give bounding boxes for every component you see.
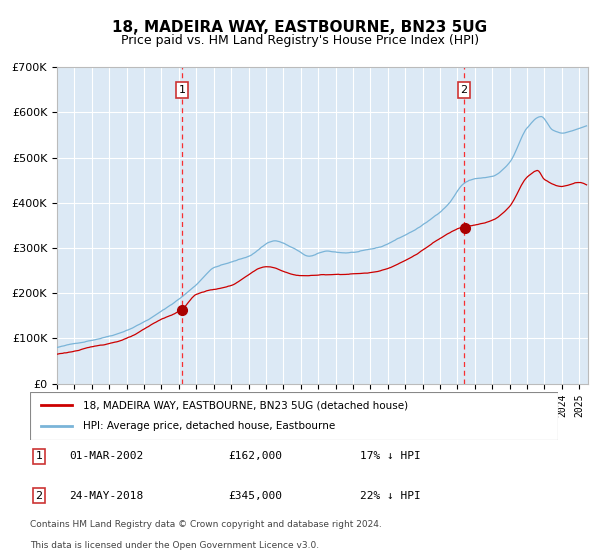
Text: 18, MADEIRA WAY, EASTBOURNE, BN23 5UG: 18, MADEIRA WAY, EASTBOURNE, BN23 5UG (112, 20, 488, 35)
Text: 2: 2 (35, 491, 43, 501)
Text: 1: 1 (178, 85, 185, 95)
Text: 18, MADEIRA WAY, EASTBOURNE, BN23 5UG (detached house): 18, MADEIRA WAY, EASTBOURNE, BN23 5UG (d… (83, 400, 408, 410)
FancyBboxPatch shape (30, 392, 558, 440)
Text: £345,000: £345,000 (228, 491, 282, 501)
Text: HPI: Average price, detached house, Eastbourne: HPI: Average price, detached house, East… (83, 421, 335, 431)
Text: 17% ↓ HPI: 17% ↓ HPI (360, 451, 421, 461)
Text: 22% ↓ HPI: 22% ↓ HPI (360, 491, 421, 501)
Text: Contains HM Land Registry data © Crown copyright and database right 2024.: Contains HM Land Registry data © Crown c… (30, 520, 382, 529)
Text: This data is licensed under the Open Government Licence v3.0.: This data is licensed under the Open Gov… (30, 541, 319, 550)
Text: £162,000: £162,000 (228, 451, 282, 461)
Text: 24-MAY-2018: 24-MAY-2018 (69, 491, 143, 501)
Text: Price paid vs. HM Land Registry's House Price Index (HPI): Price paid vs. HM Land Registry's House … (121, 34, 479, 46)
Text: 2: 2 (460, 85, 467, 95)
Text: 1: 1 (35, 451, 43, 461)
Text: 01-MAR-2002: 01-MAR-2002 (69, 451, 143, 461)
